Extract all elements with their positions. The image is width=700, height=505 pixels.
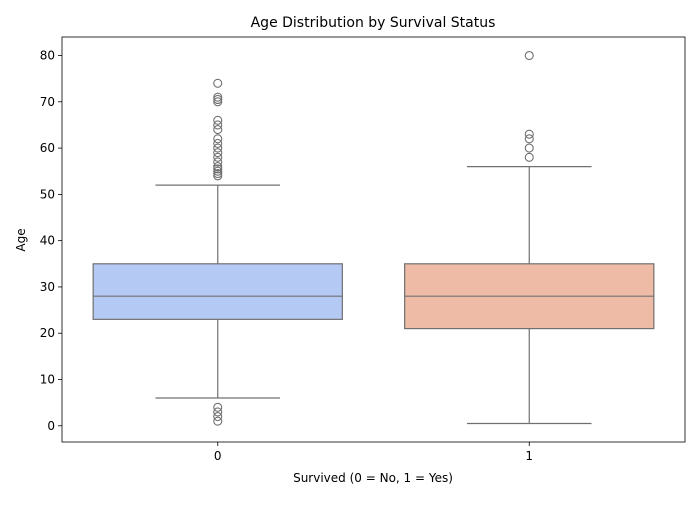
- x-tick-label: 1: [525, 449, 533, 463]
- y-tick-label: 70: [40, 95, 55, 109]
- y-tick-label: 10: [40, 373, 55, 387]
- outlier-point: [213, 143, 223, 153]
- outlier-point: [524, 143, 534, 153]
- outlier-point: [213, 125, 223, 135]
- outlier-point: [213, 94, 223, 105]
- x-axis-label: Survived (0 = No, 1 = Yes): [293, 471, 453, 485]
- y-tick-label: 40: [40, 234, 55, 248]
- outlier-point: [524, 152, 534, 162]
- outlier-point: [213, 168, 223, 179]
- outlier-point: [213, 162, 223, 172]
- outlier-point: [213, 138, 223, 149]
- outlier-point: [213, 97, 223, 107]
- y-tick-label: 60: [40, 141, 55, 155]
- outlier-point: [524, 129, 534, 139]
- outlier-point: [213, 411, 223, 422]
- outlier-point: [213, 166, 223, 176]
- outlier-point: [213, 120, 223, 130]
- box-group-0: [92, 78, 343, 426]
- outlier-point: [213, 152, 223, 162]
- outlier-point: [213, 148, 223, 158]
- outlier-point: [213, 171, 223, 181]
- outlier-point: [213, 92, 223, 102]
- box-group-1: [404, 50, 655, 425]
- iqr-box: [92, 263, 343, 320]
- outlier-point: [524, 134, 534, 144]
- outlier-point: [213, 407, 223, 417]
- outlier-point: [213, 164, 223, 174]
- y-tick-label: 0: [47, 419, 55, 433]
- y-tick-label: 30: [40, 280, 55, 294]
- y-axis-label: Age: [14, 228, 28, 251]
- outlier-point: [524, 50, 534, 61]
- outlier-point: [213, 402, 223, 412]
- plot-frame: [61, 36, 686, 443]
- y-tick-label: 20: [40, 326, 55, 340]
- y-axis: 0 10 20 30 40 50 60 70 80: [40, 49, 62, 433]
- outlier-point: [213, 416, 223, 426]
- y-tick-label: 50: [40, 187, 55, 201]
- plot-area: [92, 50, 655, 426]
- outlier-point: [213, 157, 223, 167]
- outlier-point: [213, 134, 223, 144]
- chart-title: Age Distribution by Survival Status: [251, 15, 496, 31]
- outlier-point: [213, 115, 223, 125]
- y-tick-label: 80: [40, 49, 55, 63]
- x-tick-label: 0: [214, 449, 222, 463]
- outlier-point: [213, 78, 223, 88]
